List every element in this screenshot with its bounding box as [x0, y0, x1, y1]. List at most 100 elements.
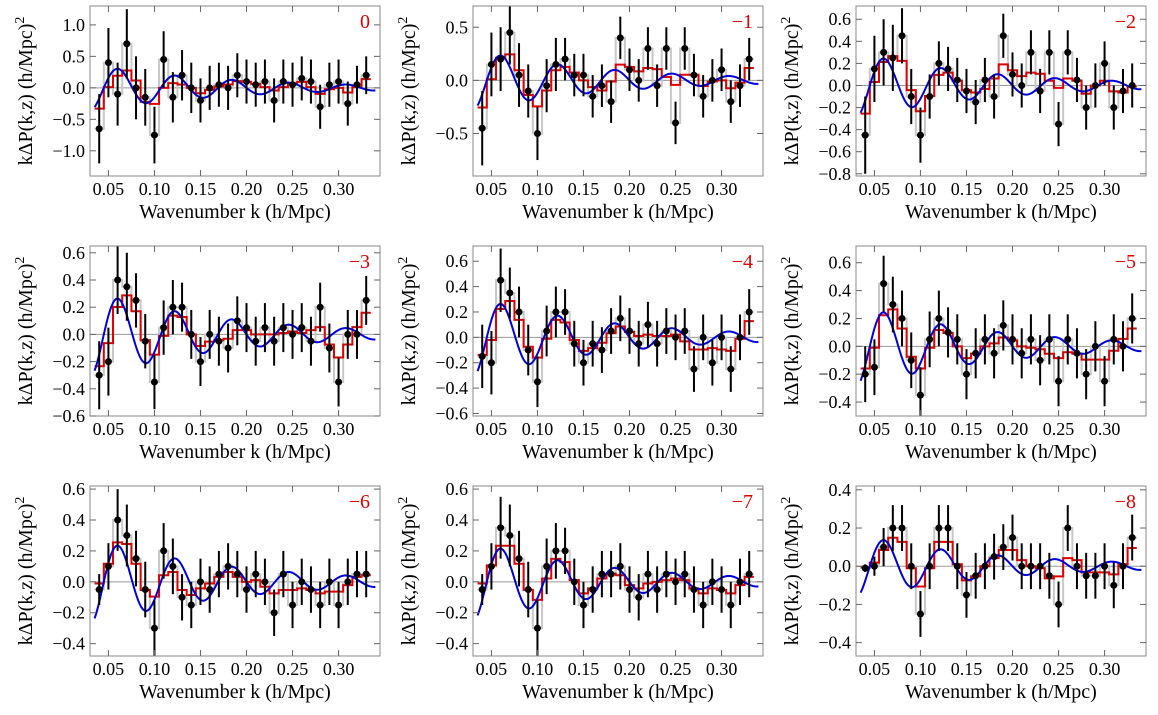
data-point: [579, 71, 587, 79]
data-point: [962, 591, 970, 599]
data-point: [169, 303, 177, 311]
data-point: [953, 76, 961, 84]
data-point: [150, 624, 158, 632]
data-point: [307, 78, 315, 86]
data-point: [169, 562, 177, 570]
data-point: [187, 330, 195, 338]
x-tick-label: 0.15: [951, 659, 983, 679]
data-point: [141, 337, 149, 345]
x-tick-label: 0.05: [859, 179, 891, 199]
data-point: [870, 363, 878, 371]
x-tick-label: 0.20: [231, 419, 263, 439]
data-point: [270, 96, 278, 104]
plot-area: [473, 248, 763, 408]
data-point: [999, 543, 1007, 551]
x-axis-label: Wavenumber k (h/Mpc): [905, 201, 1097, 223]
data-point: [616, 34, 624, 42]
x-tick-label: 0.25: [1043, 419, 1075, 439]
data-point: [298, 578, 306, 586]
data-point: [123, 283, 131, 291]
y-tick-label: −0.4: [435, 634, 468, 654]
data-point: [224, 344, 232, 352]
data-point: [233, 317, 241, 325]
y-tick-label: 0.4: [829, 31, 852, 51]
x-tick-label: 0.10: [905, 659, 937, 679]
data-point: [990, 93, 998, 101]
data-point: [478, 352, 486, 360]
plot-frame: [855, 5, 1147, 177]
data-point: [196, 358, 204, 366]
data-point: [206, 586, 214, 594]
data-point: [598, 570, 606, 578]
data-point: [898, 32, 906, 40]
x-tick-label: 0.15: [185, 659, 217, 679]
data-point: [607, 327, 615, 335]
chart-panel: 0.05 0.10 0.15 0.20 0.25 0.30 −0.4 −0.2 0.0 0.2 0.…: [779, 245, 1147, 463]
data-point: [635, 76, 643, 84]
data-point: [745, 570, 753, 578]
data-point: [178, 593, 186, 601]
data-point: [316, 103, 324, 111]
data-point: [215, 81, 223, 89]
x-tick-label: 0.15: [951, 419, 983, 439]
plot-frame: [472, 485, 764, 657]
plot-area: [856, 8, 1146, 174]
data-point: [745, 55, 753, 63]
y-tick-label: −0.4: [818, 120, 851, 140]
x-tick-label: 0.30: [323, 179, 355, 199]
data-point: [962, 370, 970, 378]
data-point: [132, 296, 140, 304]
x-tick-label: 0.15: [951, 179, 983, 199]
y-tick-label: −0.2: [818, 594, 851, 614]
plot-frame: [472, 245, 764, 417]
data-point: [999, 321, 1007, 329]
data-point: [123, 40, 131, 48]
data-point: [672, 119, 680, 127]
plot-area: [473, 6, 763, 166]
x-axis-label: Wavenumber k (h/Mpc): [905, 441, 1097, 463]
x-tick-label: 0.20: [997, 659, 1029, 679]
panel-label: −8: [1115, 491, 1136, 513]
y-tick-label: 0.6: [446, 251, 469, 271]
data-point: [907, 562, 915, 570]
x-axis-label: Wavenumber k (h/Mpc): [139, 681, 331, 703]
data-point: [353, 81, 361, 89]
y-tick-label: 0.0: [829, 336, 852, 356]
data-point: [132, 84, 140, 92]
y-tick-label: −0.4: [52, 634, 85, 654]
x-tick-label: 0.25: [277, 659, 309, 679]
plot-frame: [472, 5, 764, 177]
y-tick-label: 0.2: [829, 308, 852, 328]
data-point: [898, 524, 906, 532]
data-point: [690, 71, 698, 79]
data-point: [261, 78, 269, 86]
data-point: [233, 71, 241, 79]
x-tick-label: 0.20: [231, 659, 263, 679]
data-point: [579, 601, 587, 609]
y-tick-label: −0.5: [52, 109, 85, 129]
x-tick-label: 0.25: [660, 179, 692, 199]
chart-panel: 0.05 0.10 0.15 0.20 0.25 0.30 −0.4 −0.2 0.0 0.2 0.…: [396, 479, 764, 703]
data-point: [561, 547, 569, 555]
x-tick-label: 0.15: [185, 419, 217, 439]
plot-frame: [89, 5, 381, 177]
y-tick-label: −0.5: [435, 124, 468, 144]
data-point: [206, 84, 214, 92]
data-point: [362, 296, 370, 304]
data-point: [635, 593, 643, 601]
data-point: [935, 524, 943, 532]
y-tick-label: −0.2: [52, 352, 85, 372]
data-point: [944, 328, 952, 336]
y-axis-label: kΔP(k,z) (h/Mpc)2: [779, 17, 803, 166]
data-point: [870, 562, 878, 570]
data-point: [150, 131, 158, 139]
x-tick-label: 0.25: [277, 419, 309, 439]
data-point: [1045, 572, 1053, 580]
y-axis-label-superscript: 2: [13, 257, 28, 264]
y-tick-label: 0.4: [829, 480, 852, 500]
y-tick-label: 0.0: [63, 78, 86, 98]
y-tick-label: 0.0: [829, 556, 852, 576]
y-tick-label: −0.4: [435, 378, 468, 398]
data-point: [1045, 335, 1053, 343]
chart-panel: 0.05 0.10 0.15 0.20 0.25 0.30 −0.4 −0.2 0.0 0.2 0.…: [779, 480, 1147, 703]
